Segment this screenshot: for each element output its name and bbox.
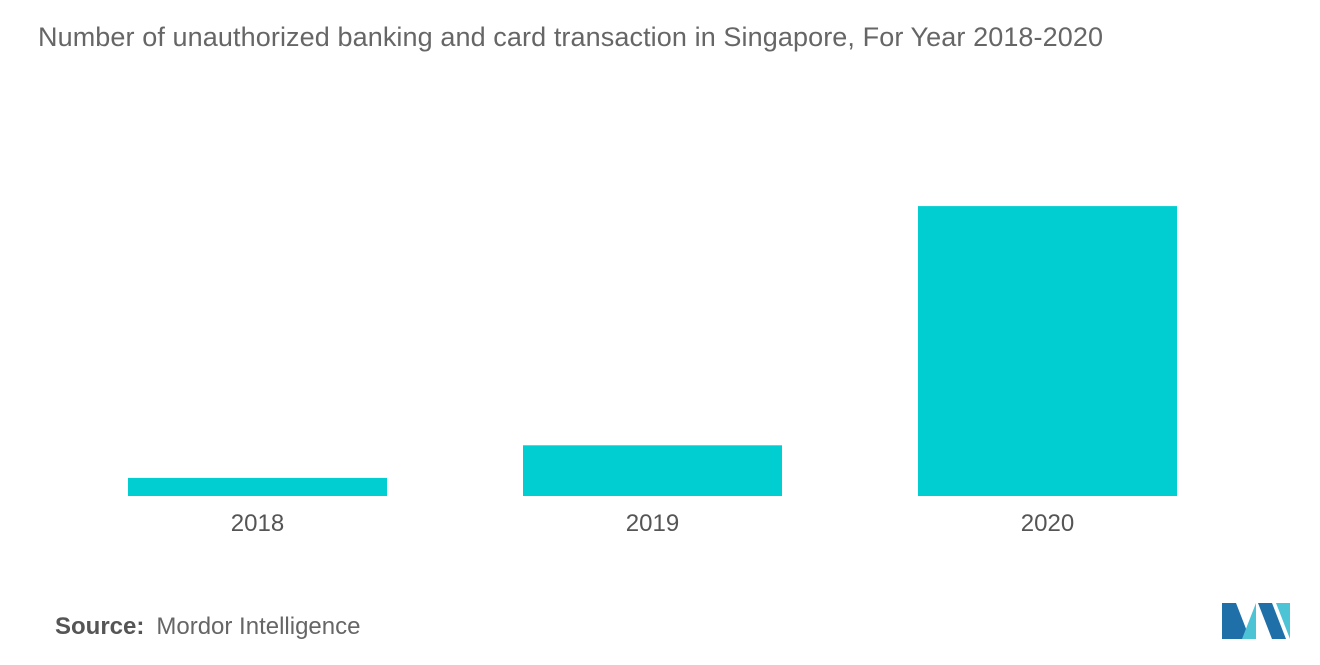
bar-2019	[523, 445, 782, 496]
x-tick-label-2019: 2019	[626, 510, 679, 537]
source-text: Mordor Intelligence	[156, 613, 361, 640]
bars-layer	[128, 206, 1177, 496]
bar-2020	[918, 206, 1177, 496]
x-tick-label-2020: 2020	[1021, 510, 1074, 537]
mordor-intelligence-logo-icon	[1222, 603, 1290, 639]
source-note: Source: Mordor Intelligence	[55, 613, 360, 641]
chart-title: Number of unauthorized banking and card …	[38, 22, 1104, 52]
source-label: Source:	[55, 613, 145, 640]
x-tick-label-2018: 2018	[231, 510, 284, 537]
bar-2018	[128, 477, 387, 496]
x-axis-ticks: 2018 2019 2020	[231, 510, 1074, 537]
